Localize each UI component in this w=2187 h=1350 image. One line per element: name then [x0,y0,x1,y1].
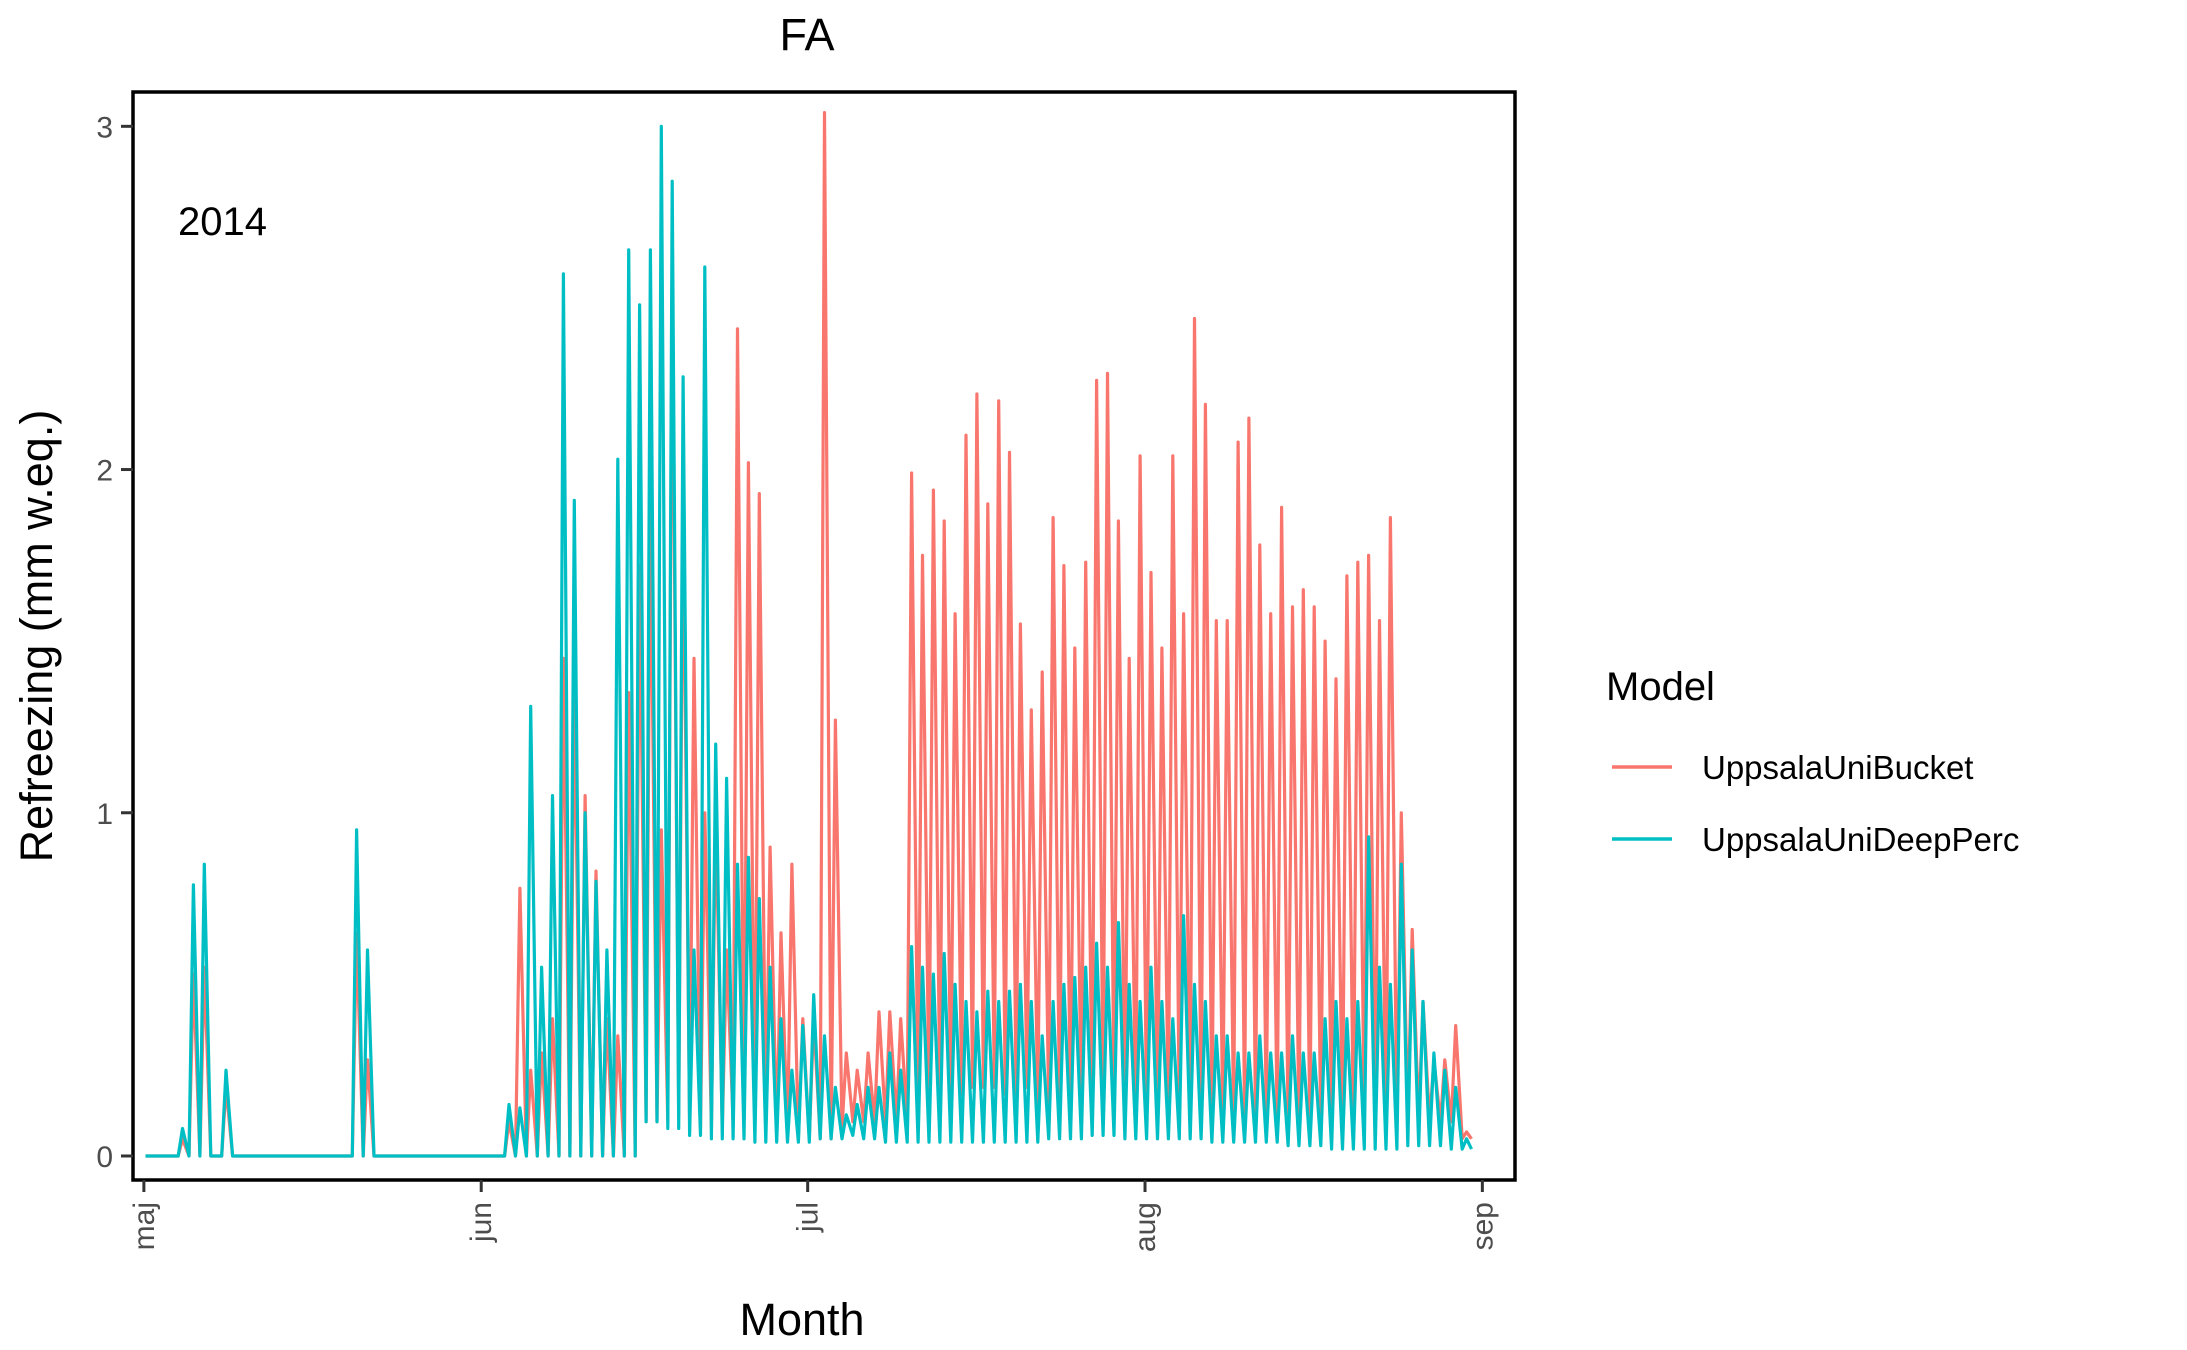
x-tick-label: maj [128,1202,161,1250]
legend-label: UppsalaUniDeepPerc [1702,821,2019,858]
year-annotation: 2014 [178,200,267,244]
y-tick-label: 1 [96,798,113,831]
series-layer [145,111,1473,1158]
x-axis-title: Month [739,1294,864,1345]
y-tick-label: 0 [96,1141,113,1174]
chart-title: FA [779,9,834,60]
legend-items: UppsalaUniBucket UppsalaUniDeepPerc [1612,749,2019,858]
legend-label: UppsalaUniBucket [1702,749,1973,786]
y-axis: 0 1 2 3 [96,111,133,1174]
y-tick-label: 2 [96,455,113,488]
x-tick-label: jul [792,1202,825,1233]
x-tick-label: jun [465,1202,498,1243]
plot-panel-border [131,90,1517,1182]
legend-title: Model [1606,665,1715,709]
x-tick-label: sep [1466,1202,1499,1250]
x-axis: maj jun jul aug sep [128,1180,1499,1252]
series-line-UppsalaUniDeepPerc [145,124,1473,1158]
series-line-UppsalaUniBucket [145,111,1473,1158]
y-tick-label: 3 [96,111,113,144]
legend: Model UppsalaUniBucket UppsalaUniDeepPerc [1606,665,2019,858]
x-tick-label: aug [1129,1202,1162,1252]
y-axis-title: Refreezing (mm w.eq.) [11,410,62,863]
